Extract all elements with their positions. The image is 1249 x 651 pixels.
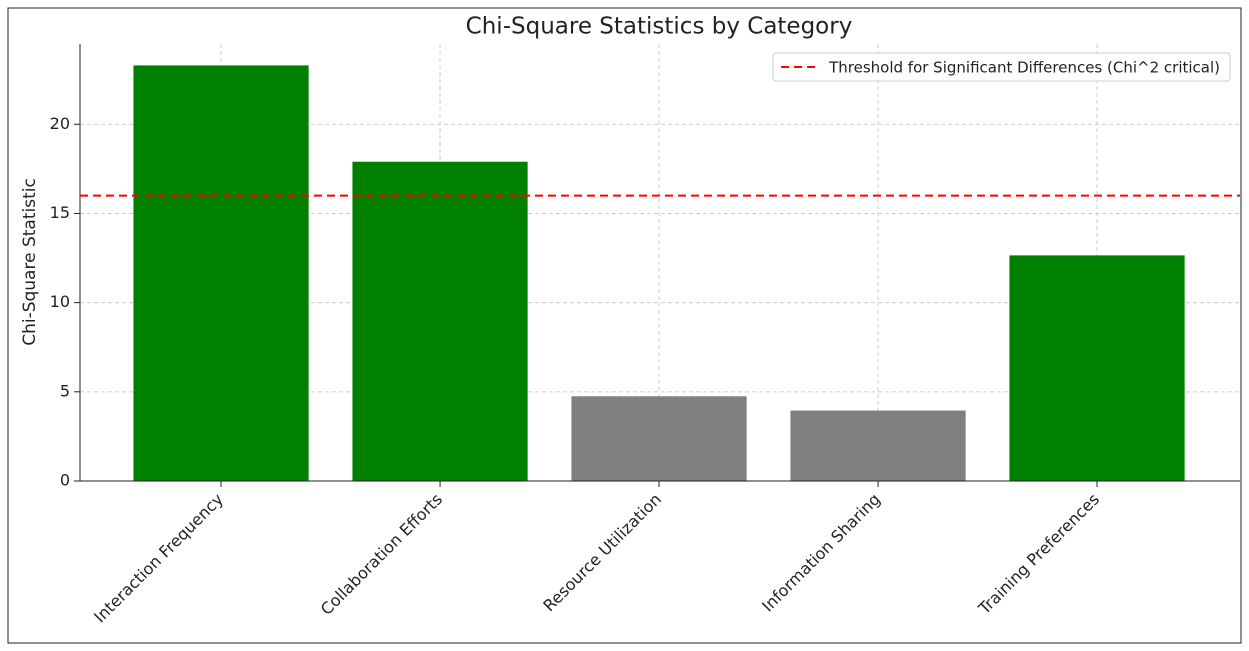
bar (352, 161, 528, 481)
x-tick-label: Collaboration Efforts (317, 490, 446, 619)
y-tick-label: 10 (50, 292, 70, 311)
y-tick-label: 20 (50, 114, 70, 133)
legend-box (772, 52, 1231, 82)
y-tick-label: 5 (60, 381, 70, 400)
y-tick-label: 15 (50, 203, 70, 222)
legend-label: Threshold for Significant Differences (C… (828, 59, 1220, 77)
y-tick-label: 0 (60, 471, 70, 490)
x-tick-label: Resource Utilization (539, 490, 665, 616)
y-axis-label: Chi-Square Statistic (20, 178, 40, 346)
frame (7, 7, 1242, 644)
bar (1009, 255, 1185, 481)
x-tick-label: Interaction Frequency (90, 490, 227, 627)
bar (133, 65, 309, 481)
bar (571, 396, 747, 481)
x-tick-label: Information Sharing (758, 490, 884, 616)
x-tick-label: Training Preferences (974, 490, 1103, 619)
chart-title: Chi-Square Statistics by Category (466, 14, 853, 40)
legend: Threshold for Significant Differences (C… (772, 52, 1231, 82)
bar (790, 410, 966, 481)
